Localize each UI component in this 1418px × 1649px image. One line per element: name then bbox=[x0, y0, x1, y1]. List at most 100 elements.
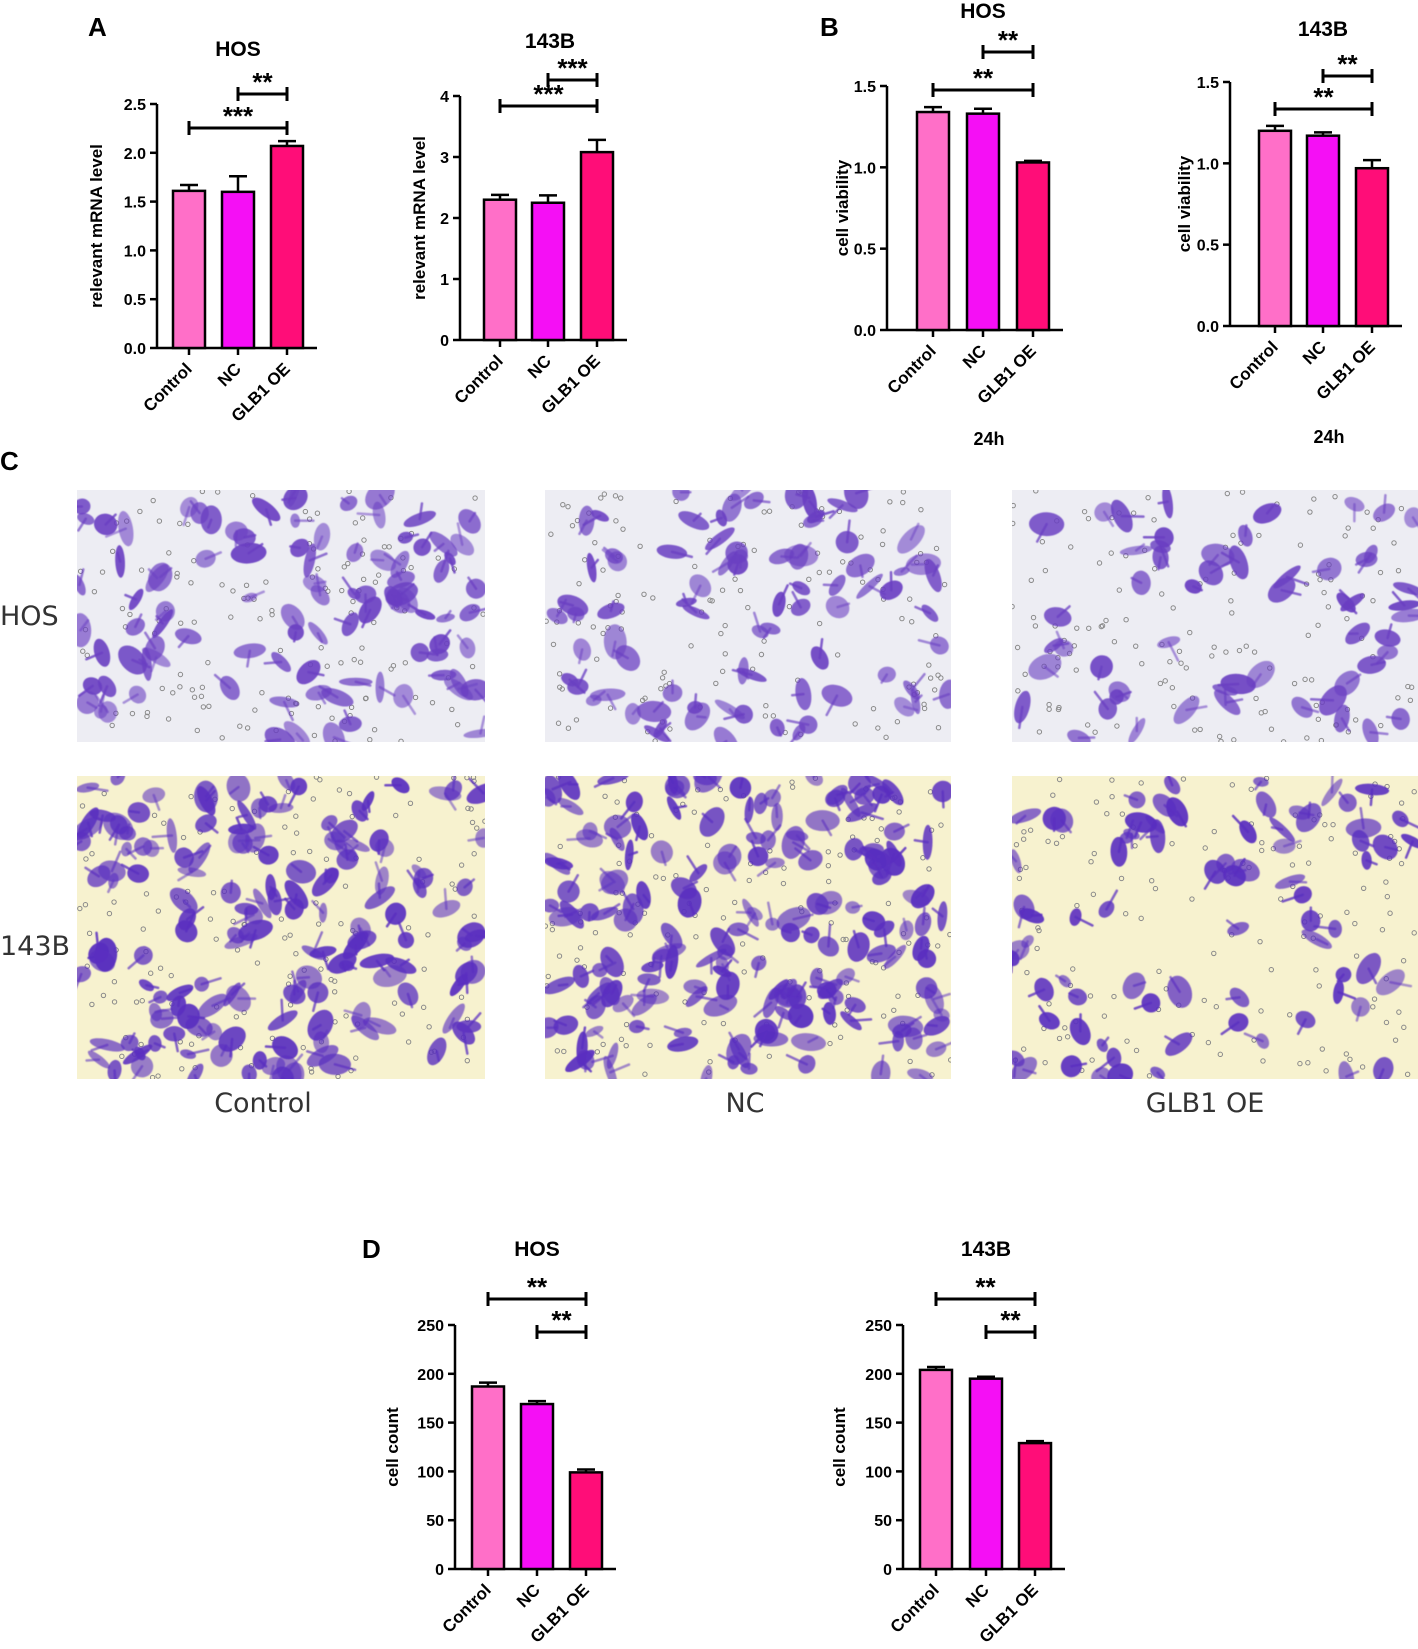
membrane-pore bbox=[761, 509, 767, 515]
cell-protrusion bbox=[1300, 706, 1320, 714]
cell-protrusion bbox=[95, 931, 100, 955]
cell-protrusion bbox=[204, 822, 219, 834]
membrane-pore bbox=[353, 1055, 359, 1061]
membrane-pore bbox=[1093, 799, 1100, 805]
cell-protrusion bbox=[786, 994, 802, 999]
membrane-pore bbox=[350, 598, 356, 605]
membrane-pore bbox=[1268, 726, 1275, 732]
cell-protrusion bbox=[84, 866, 101, 878]
cell-protrusion bbox=[186, 1048, 210, 1056]
membrane-pore bbox=[1027, 827, 1034, 833]
cell-protrusion bbox=[1043, 665, 1059, 678]
membrane-pore bbox=[798, 522, 804, 528]
cell-protrusion bbox=[1070, 1062, 1088, 1068]
cell-protrusion bbox=[775, 805, 779, 819]
membrane-pore bbox=[592, 930, 599, 936]
membrane-pore bbox=[1170, 605, 1176, 611]
membrane-pore bbox=[269, 611, 275, 618]
membrane-pore bbox=[361, 537, 367, 543]
cell-protrusion bbox=[688, 901, 695, 915]
cell-protrusion bbox=[728, 845, 738, 858]
membrane-pore bbox=[1089, 1057, 1095, 1063]
membrane-pore bbox=[464, 776, 470, 781]
membrane-pore bbox=[315, 566, 321, 572]
cell-protrusion bbox=[321, 950, 330, 971]
membrane-pore bbox=[1133, 1047, 1140, 1054]
membrane-pore bbox=[470, 776, 477, 781]
membrane-pore bbox=[338, 660, 344, 666]
membrane-pore bbox=[667, 726, 673, 732]
cell-protrusion bbox=[282, 700, 294, 722]
membrane-pore bbox=[302, 508, 309, 515]
membrane-pore bbox=[138, 1041, 144, 1048]
membrane-pore bbox=[359, 645, 365, 651]
cell-protrusion bbox=[230, 982, 246, 996]
significance-label: ** bbox=[1000, 1305, 1021, 1335]
membrane-pore bbox=[614, 799, 620, 805]
membrane-pore bbox=[1021, 829, 1027, 835]
cell-protrusion bbox=[1231, 814, 1250, 834]
membrane-pore bbox=[1192, 727, 1198, 733]
membrane-pore bbox=[1383, 879, 1389, 885]
cell-protrusion bbox=[567, 874, 580, 893]
membrane-pore bbox=[336, 787, 343, 793]
membrane-pore bbox=[219, 582, 225, 588]
cell-protrusion bbox=[378, 493, 387, 506]
membrane-pore bbox=[1330, 821, 1336, 828]
membrane-pore bbox=[155, 908, 162, 914]
cell-protrusion bbox=[1225, 698, 1244, 704]
membrane-pore bbox=[407, 800, 414, 806]
membrane-pore bbox=[1151, 517, 1157, 523]
membrane-pore bbox=[1124, 1038, 1130, 1044]
membrane-pore bbox=[1157, 680, 1164, 687]
cell-protrusion bbox=[86, 786, 109, 793]
cell-protrusion bbox=[229, 933, 238, 943]
membrane-pore bbox=[1022, 671, 1028, 677]
cell-protrusion bbox=[173, 1032, 179, 1053]
cell-protrusion bbox=[1134, 543, 1146, 552]
y-tick-label: 200 bbox=[417, 1367, 444, 1384]
y-tick-label: 100 bbox=[417, 1464, 444, 1481]
membrane-pore bbox=[1345, 525, 1351, 531]
cell-protrusion bbox=[822, 583, 839, 587]
cell-protrusion bbox=[1338, 791, 1349, 804]
membrane-pore bbox=[556, 953, 563, 959]
membrane-pore bbox=[627, 932, 633, 938]
membrane-pore bbox=[1062, 1025, 1068, 1031]
membrane-pore bbox=[277, 647, 284, 654]
cell-protrusion bbox=[280, 998, 284, 1022]
y-tick-label: 1.5 bbox=[124, 195, 146, 212]
cell-protrusion bbox=[592, 1030, 604, 1039]
membrane-pore bbox=[1411, 789, 1417, 795]
cell-protrusion bbox=[862, 916, 876, 923]
cell-protrusion bbox=[893, 823, 910, 833]
cell-protrusion bbox=[854, 490, 871, 495]
cell-protrusion bbox=[792, 841, 810, 853]
membrane-pore bbox=[660, 875, 667, 882]
membrane-pore bbox=[1257, 938, 1263, 945]
membrane-pore bbox=[1101, 1013, 1108, 1019]
cell-protrusion bbox=[733, 563, 740, 576]
cell-protrusion bbox=[1156, 1071, 1165, 1079]
significance-label: ** bbox=[1337, 49, 1358, 79]
membrane-pore bbox=[1347, 1056, 1353, 1063]
cell-protrusion bbox=[128, 1032, 136, 1045]
cell-protrusion bbox=[737, 928, 759, 941]
cell-protrusion bbox=[155, 614, 164, 625]
membrane-pore bbox=[1256, 532, 1262, 539]
cell-protrusion bbox=[343, 1009, 363, 1017]
membrane-pore bbox=[140, 926, 146, 932]
membrane-pore bbox=[896, 809, 902, 815]
membrane-pore bbox=[613, 518, 619, 524]
cell-protrusion bbox=[148, 995, 162, 1004]
membrane-pore bbox=[357, 659, 364, 665]
membrane-pore bbox=[1096, 560, 1103, 566]
membrane-pore bbox=[825, 862, 832, 869]
membrane-pore bbox=[899, 615, 905, 622]
cell-protrusion bbox=[1074, 915, 1094, 927]
cell-protrusion bbox=[902, 917, 908, 932]
membrane-pore bbox=[874, 837, 880, 844]
cell-protrusion bbox=[711, 562, 729, 573]
membrane-pore bbox=[825, 849, 831, 855]
membrane-pore bbox=[1398, 860, 1405, 867]
